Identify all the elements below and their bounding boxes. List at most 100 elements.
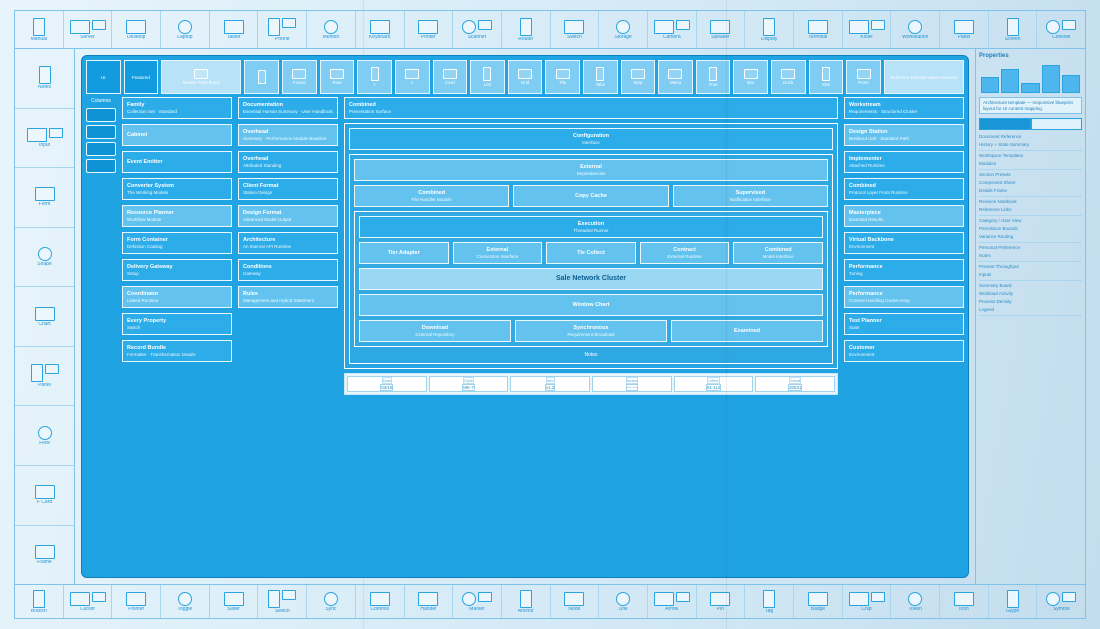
properties-toggle[interactable] [979, 118, 1082, 130]
palette-cell[interactable]: Frame [15, 526, 74, 585]
blueprint-iconrow-cell[interactable]: Frame [282, 60, 317, 94]
module-box[interactable]: OverheadSummary · Performance Module Bas… [238, 124, 338, 146]
blueprint-iconrow-cell[interactable] [244, 60, 279, 94]
palette-cell[interactable]: Slider [210, 585, 259, 618]
core-box[interactable]: DownloadExternal Repository [359, 320, 511, 342]
palette-cell[interactable]: Handle [405, 585, 454, 618]
palette-cell[interactable]: Manual [15, 11, 64, 48]
palette-cell[interactable]: Workstation [891, 11, 940, 48]
palette-cell[interactable]: Pointer [112, 585, 161, 618]
blueprint-iconrow-cell[interactable]: Row [320, 60, 355, 94]
module-box[interactable]: Design StationBreakout Unit · Standard P… [844, 124, 964, 146]
palette-cell[interactable]: Badge [794, 585, 843, 618]
core-box[interactable]: SynchronousRequirement Broadcast [515, 320, 667, 342]
palette-cell[interactable]: Switch [551, 11, 600, 48]
core-box[interactable]: Tier Adapter [359, 242, 449, 264]
palette-cell[interactable]: Branch [15, 585, 64, 618]
palette-cell[interactable]: Kiosk [843, 11, 892, 48]
palette-cell[interactable]: Display [745, 11, 794, 48]
blueprint-iconrow-cell[interactable]: Menu [658, 60, 693, 94]
palette-cell[interactable]: Marker [453, 585, 502, 618]
core-box[interactable]: CombinedModel Interface [733, 242, 823, 264]
core-box[interactable]: ExternalConnection Interface [453, 242, 543, 264]
palette-cell[interactable]: Form [15, 168, 74, 228]
palette-cell[interactable]: Switch [258, 585, 307, 618]
module-box[interactable]: Client FormatStation Design [238, 178, 338, 200]
core-box[interactable]: CombinedFile Handler Module [354, 185, 509, 207]
palette-cell[interactable]: Symbol [1037, 585, 1085, 618]
palette-cell[interactable]: Flow [15, 406, 74, 466]
module-box[interactable]: FamilyCollection Set · Standard [122, 97, 232, 119]
blueprint-iconrow-cell[interactable]: Pane [846, 60, 881, 94]
blueprint-iconrow-cell[interactable]: Tabs [583, 60, 618, 94]
blueprint-iconrow-cell[interactable]: Featured [124, 60, 159, 94]
palette-cell[interactable]: Shape [15, 228, 74, 288]
module-box[interactable]: Every PropertySwitch [122, 313, 232, 335]
core-box[interactable]: SupervisedNotification Interface [673, 185, 828, 207]
palette-cell[interactable]: Desktop [112, 11, 161, 48]
blueprint-iconrow-cell[interactable]: ≡ [395, 60, 430, 94]
palette-cell[interactable]: Laptop [161, 11, 210, 48]
module-box[interactable]: CustomerEnvironment [844, 340, 964, 362]
module-box[interactable]: Event Emitter [122, 151, 232, 173]
module-box[interactable]: Record BundleFormatter · Transformation … [122, 340, 232, 362]
blueprint-iconrow-cell[interactable]: Grid [508, 60, 543, 94]
palette-cell[interactable]: Phone [258, 11, 307, 48]
palette-cell[interactable]: F Card [15, 466, 74, 526]
module-box[interactable]: MasterpieceBounded Results [844, 205, 964, 227]
module-box[interactable]: Resource PlannerWorkflow Module [122, 205, 232, 227]
module-box[interactable]: Design FormatAdvanced Model Output [238, 205, 338, 227]
palette-cell[interactable]: Anchor [502, 585, 551, 618]
blueprint-iconrow-cell[interactable]: Card [433, 60, 468, 94]
core-box[interactable]: ContractExternal Runtime [640, 242, 730, 264]
module-box[interactable]: RulesManagement and Hybrid Statement [238, 286, 338, 308]
palette-cell[interactable]: Panel [940, 11, 989, 48]
blueprint-iconrow-cell[interactable]: UI [86, 60, 121, 94]
blueprint-iconrow-cell[interactable]: Module Front Board [161, 60, 241, 94]
palette-cell[interactable]: Panel [15, 347, 74, 407]
palette-cell[interactable]: Screen [989, 11, 1038, 48]
core-box[interactable]: Examined [671, 320, 823, 342]
module-box[interactable]: ConditionsGateway [238, 259, 338, 281]
module-box[interactable]: WorkstreamRequirements · Structured Clus… [844, 97, 964, 119]
palette-cell[interactable]: Glyph [989, 585, 1038, 618]
palette-cell[interactable]: Node [551, 585, 600, 618]
blueprint-iconrow-cell[interactable]: Step [621, 60, 656, 94]
blueprint-iconrow-cell[interactable]: Tree [696, 60, 731, 94]
blueprint-iconrow-cell[interactable]: Bar [733, 60, 768, 94]
palette-cell[interactable]: Arrow [648, 585, 697, 618]
blueprint-iconrow-cell[interactable]: Tile [545, 60, 580, 94]
palette-cell[interactable]: Toggle [161, 585, 210, 618]
palette-cell[interactable]: Token [891, 585, 940, 618]
blueprint-iconrow-cell[interactable]: × [357, 60, 392, 94]
palette-cell[interactable]: Chip [843, 585, 892, 618]
palette-cell[interactable]: Speaker [697, 11, 746, 48]
palette-cell[interactable]: Tablet [210, 11, 259, 48]
module-box[interactable]: ImplementerAttached Runtime [844, 151, 964, 173]
palette-cell[interactable]: Tag [745, 585, 794, 618]
module-box[interactable]: Form ContainerDefinition Catalog [122, 232, 232, 254]
module-box[interactable]: PerformanceTuning [844, 259, 964, 281]
blueprint-iconrow-cell[interactable]: Reference Documentation Overview [884, 60, 964, 94]
palette-cell[interactable]: Router [502, 11, 551, 48]
module-box[interactable]: Virtual BackboneEnvironment [844, 232, 964, 254]
blueprint-iconrow-cell[interactable]: Dock [771, 60, 806, 94]
palette-cell[interactable]: Input [15, 109, 74, 169]
palette-cell[interactable]: Controls [356, 585, 405, 618]
core-box[interactable]: Tie Collect [546, 242, 636, 264]
module-box[interactable]: Delivery GatewaySetup [122, 259, 232, 281]
blueprint-iconrow-cell[interactable]: Slot [809, 60, 844, 94]
module-box[interactable]: ArchitectureAn Internal API Runtime [238, 232, 338, 254]
module-box[interactable]: Test PlannerSuite [844, 313, 964, 335]
palette-cell[interactable]: Server [64, 11, 113, 48]
module-box[interactable]: CombinedProtocol Layer Front Runtime [844, 178, 964, 200]
module-box[interactable]: CoordinatorLinked Runtime [122, 286, 232, 308]
module-box[interactable]: CombinedPresentation Surface [344, 97, 838, 119]
palette-cell[interactable]: Pin [697, 585, 746, 618]
module-box[interactable]: OverheadAttributed Standing [238, 151, 338, 173]
palette-cell[interactable]: Chart [15, 287, 74, 347]
module-box[interactable]: Cabinet [122, 124, 232, 146]
palette-cell[interactable]: Notes [15, 49, 74, 109]
palette-cell[interactable]: Link [599, 585, 648, 618]
blueprint-iconrow-cell[interactable]: List [470, 60, 505, 94]
